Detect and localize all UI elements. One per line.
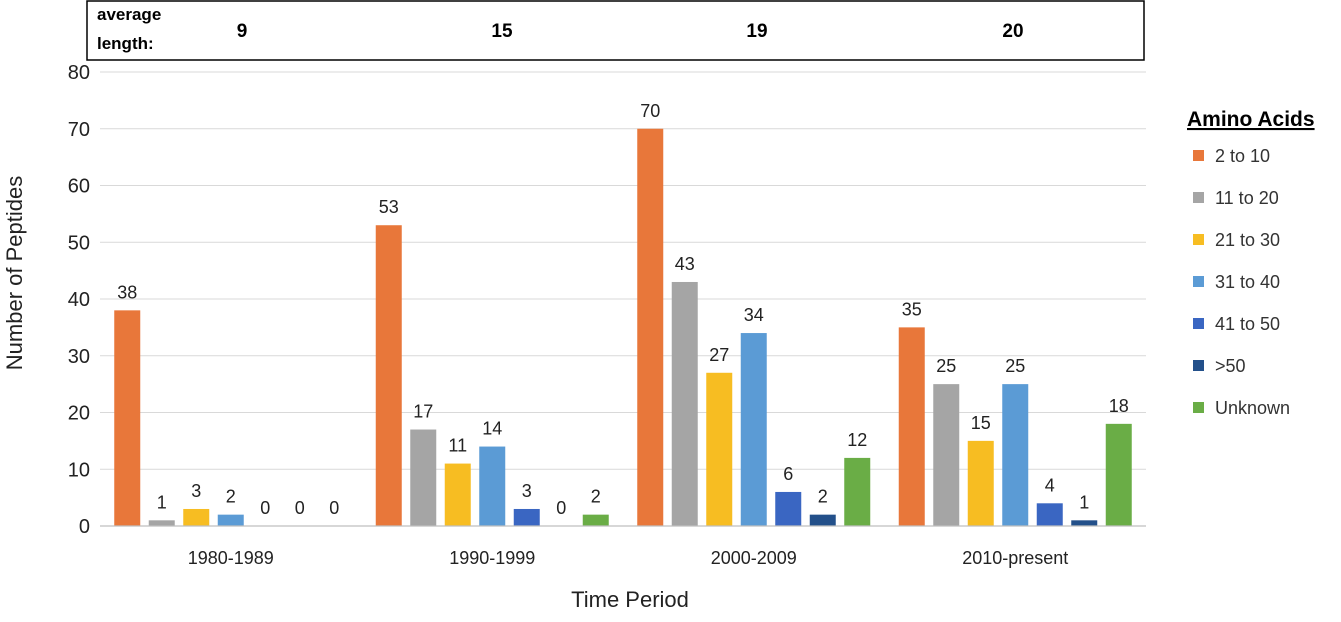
data-label: 3 [191, 481, 201, 501]
header-label-line1: average [97, 5, 161, 24]
header-box [86, 0, 1145, 61]
data-label: 17 [413, 402, 433, 422]
bar [375, 225, 402, 526]
header-value-2000s: 19 [746, 21, 767, 42]
legend-label: 21 to 30 [1215, 230, 1280, 250]
y-tick-label: 40 [68, 289, 90, 311]
data-label: 18 [1109, 396, 1129, 416]
bar [1036, 503, 1063, 526]
legend-swatch [1193, 318, 1204, 329]
bar [410, 429, 437, 526]
bar [740, 333, 767, 526]
data-label: 53 [379, 197, 399, 217]
legend-title: Amino Acids [1187, 108, 1315, 131]
bar [809, 514, 836, 526]
data-label: 1 [157, 492, 167, 512]
y-axis-ticks: 0 10 20 30 40 50 60 70 80 [68, 62, 90, 538]
x-axis-ticks: 1980-1989 1990-1999 2000-2009 2010-present [188, 548, 1069, 568]
data-label: 4 [1045, 475, 1055, 495]
x-tick-label: 2000-2009 [711, 548, 797, 568]
bar [114, 310, 141, 526]
data-labels: 38 1 3 2 0 0 0 53 17 11 14 3 0 2 70 43 27 34 6 2 12 35 25 15 25 4… [117, 101, 1129, 518]
legend-swatch [1193, 402, 1204, 413]
legend-label: 41 to 50 [1215, 314, 1280, 334]
data-label: 1 [1079, 492, 1089, 512]
data-label: 2 [591, 487, 601, 507]
legend-swatch [1193, 150, 1204, 161]
y-tick-label: 50 [68, 232, 90, 254]
bar [775, 491, 802, 526]
y-tick-label: 20 [68, 403, 90, 425]
legend-label: >50 [1215, 356, 1246, 376]
data-label: 27 [709, 345, 729, 365]
legend-swatch [1193, 234, 1204, 245]
y-tick-label: 80 [68, 62, 90, 84]
data-label: 0 [295, 498, 305, 518]
data-label: 3 [522, 481, 532, 501]
average-length-header: average length: 9 15 19 20 [86, 0, 1145, 61]
x-tick-label: 1980-1989 [188, 548, 274, 568]
legend-label: Unknown [1215, 398, 1290, 418]
header-value-2010s: 20 [1002, 21, 1023, 42]
y-tick-label: 0 [79, 516, 90, 538]
bar [582, 514, 609, 526]
y-tick-label: 30 [68, 346, 90, 368]
legend: Amino Acids 2 to 10 11 to 20 21 to 30 31 to… [1187, 108, 1315, 418]
bar [513, 508, 540, 526]
bar [183, 508, 210, 526]
data-label: 25 [1005, 356, 1025, 376]
bar [898, 327, 925, 526]
x-axis-title: Time Period [571, 587, 689, 612]
y-tick-label: 10 [68, 459, 90, 481]
data-label: 25 [936, 356, 956, 376]
data-label: 70 [640, 101, 660, 121]
bar [148, 520, 175, 526]
legend-swatch [1193, 360, 1204, 371]
gridlines [100, 71, 1146, 470]
data-label: 43 [675, 254, 695, 274]
data-label: 11 [448, 436, 467, 456]
data-label: 6 [783, 464, 793, 484]
legend-label: 31 to 40 [1215, 272, 1280, 292]
bar [637, 128, 664, 526]
bar [844, 457, 871, 526]
data-label: 0 [329, 498, 339, 518]
x-tick-label: 2010-present [962, 548, 1068, 568]
data-label: 12 [847, 430, 867, 450]
legend-swatch [1193, 192, 1204, 203]
data-label: 0 [556, 498, 566, 518]
legend-swatch [1193, 276, 1204, 287]
bar [444, 463, 471, 526]
data-label: 38 [117, 282, 137, 302]
data-label: 0 [260, 498, 270, 518]
bar [217, 514, 244, 526]
y-tick-label: 60 [68, 176, 90, 198]
legend-label: 2 to 10 [1215, 146, 1270, 166]
data-label: 2 [226, 487, 236, 507]
y-tick-label: 70 [68, 119, 90, 141]
bar [479, 446, 506, 526]
data-label: 34 [744, 305, 764, 325]
legend-label: 11 to 20 [1215, 188, 1279, 208]
data-label: 14 [482, 419, 502, 439]
header-label-line2: length: [97, 34, 154, 53]
x-tick-label: 1990-1999 [449, 548, 535, 568]
bar [933, 384, 960, 526]
bar [1105, 423, 1132, 526]
y-axis-title: Number of Peptides [2, 176, 27, 370]
data-label: 2 [818, 487, 828, 507]
data-label: 35 [902, 299, 922, 319]
bar [706, 372, 733, 526]
bar [967, 440, 994, 526]
header-value-1990s: 15 [491, 21, 513, 42]
bar [671, 281, 698, 526]
bar [1002, 384, 1029, 526]
bars [114, 128, 1132, 526]
bar [1071, 520, 1098, 526]
header-value-1980s: 9 [237, 21, 248, 42]
data-label: 15 [971, 413, 991, 433]
